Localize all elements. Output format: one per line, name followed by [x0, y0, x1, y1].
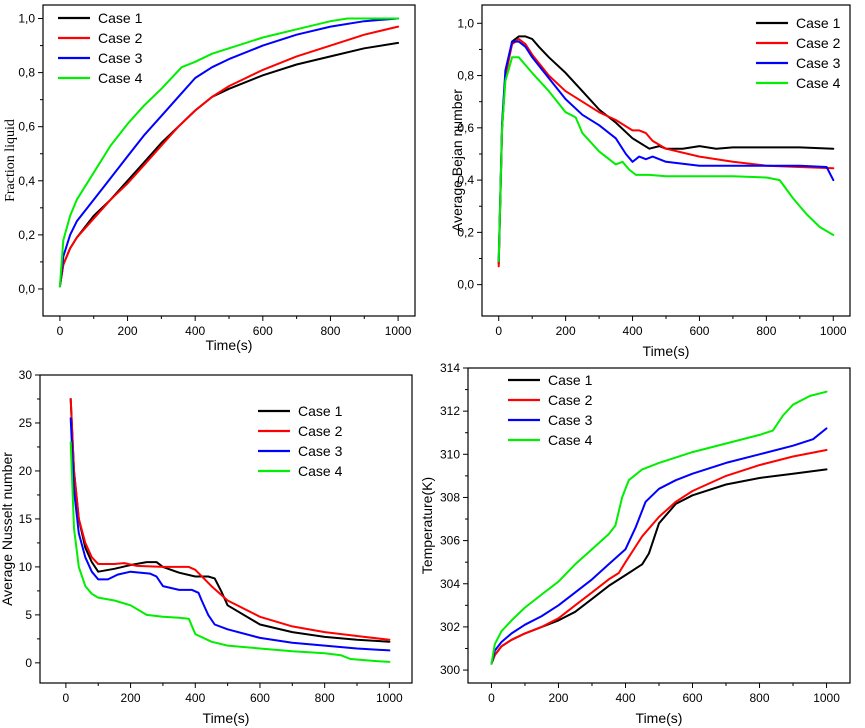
y-axis-label: Fraction liquid	[3, 119, 18, 202]
series-line-case-1	[497, 35, 835, 265]
chart-average-bejan-number: 0 200 400 600 800 1000 0,0 0,2 0,4 0,6 0,8 1,0 Time(…	[449, 4, 851, 359]
legend-label-case-4: Case 4	[98, 70, 143, 86]
y-tick-label: 300	[440, 663, 460, 677]
x-tick-label: 600	[682, 691, 702, 705]
series-line-case-1	[69, 398, 391, 643]
chart-fraction-liquid: 0 200 400 600 800 1000 0,0 0,2 0,4 0,6 0,8 1,0 Time(…	[3, 4, 416, 353]
x-tick-label: 1000	[385, 324, 412, 338]
legend-label-case-3: Case 3	[98, 50, 143, 66]
series-line-case-2	[58, 25, 400, 288]
y-tick-label: 10	[19, 560, 33, 574]
x-tick-label: 200	[121, 691, 141, 705]
legend-label-case-1: Case 1	[796, 15, 841, 31]
legend-label-case-2: Case 2	[98, 30, 143, 46]
x-axis-label: Time(s)	[636, 710, 683, 726]
y-tick-label: 0,2	[18, 228, 35, 242]
y-axis-label: Average Nusselt number	[0, 452, 15, 606]
y-tick-label: 1,0	[457, 16, 474, 30]
series-line-case-3	[58, 17, 400, 288]
plot-frame	[39, 374, 413, 684]
series-line-case-2	[497, 38, 835, 268]
x-tick-label: 600	[253, 324, 273, 338]
y-tick-label: 312	[440, 404, 460, 418]
series-line-case-3	[69, 417, 391, 652]
y-tick-label: 310	[440, 447, 460, 461]
legend-label-case-3: Case 3	[298, 443, 343, 459]
y-tick-label: 304	[440, 577, 460, 591]
y-tick-label: 0,2	[457, 225, 474, 239]
series-line-case-3	[497, 40, 835, 263]
legend-label-case-3: Case 3	[796, 55, 841, 71]
legend-label-case-4: Case 4	[796, 75, 841, 91]
x-tick-label: 0	[495, 324, 502, 338]
series-line-case-4	[490, 390, 828, 665]
y-tick-label: 0,4	[457, 173, 474, 187]
legend-label-case-2: Case 2	[548, 392, 593, 408]
series-line-case-4	[58, 17, 400, 288]
series-line-case-3	[490, 427, 828, 665]
x-axis-label: Time(s)	[203, 710, 250, 726]
x-tick-label: 0	[63, 691, 70, 705]
x-tick-label: 800	[750, 691, 770, 705]
y-tick-label: 314	[440, 361, 460, 375]
y-axis-label: Temperature(K)	[419, 477, 435, 574]
x-tick-label: 0	[488, 691, 495, 705]
y-tick-label: 30	[19, 368, 33, 382]
legend-label-case-1: Case 1	[548, 372, 593, 388]
x-axis-label: Time(s)	[206, 337, 253, 353]
series-line-case-4	[497, 56, 835, 263]
y-tick-label: 0,8	[18, 66, 35, 80]
x-tick-label: 400	[623, 324, 643, 338]
x-tick-label: 800	[756, 324, 776, 338]
y-tick-label: 0,6	[457, 121, 474, 135]
y-tick-label: 20	[19, 464, 33, 478]
series-line-case-1	[490, 468, 828, 665]
legend-label-case-3: Case 3	[548, 412, 593, 428]
y-tick-label: 0,8	[457, 69, 474, 83]
y-tick-label: 306	[440, 534, 460, 548]
plot-frame	[481, 4, 851, 317]
y-tick-label: 0	[25, 656, 32, 670]
x-tick-label: 0	[57, 324, 64, 338]
y-tick-label: 15	[19, 512, 33, 526]
y-tick-label: 0,4	[18, 174, 35, 188]
x-tick-label: 400	[185, 691, 205, 705]
x-tick-label: 600	[250, 691, 270, 705]
legend-label-case-4: Case 4	[548, 432, 593, 448]
x-tick-label: 800	[315, 691, 335, 705]
chart-average-nusselt-number: 0 200 400 600 800 1000 0 5 10 15 20 25 30 Time(s) Aver…	[0, 368, 413, 726]
series-line-case-2	[490, 449, 828, 665]
y-tick-label: 302	[440, 620, 460, 634]
legend-label-case-4: Case 4	[298, 463, 343, 479]
legend-label-case-1: Case 1	[98, 10, 143, 26]
x-tick-label: 800	[320, 324, 340, 338]
y-tick-label: 1,0	[18, 12, 35, 26]
x-tick-label: 600	[689, 324, 709, 338]
y-tick-label: 0,0	[457, 278, 474, 292]
y-tick-label: 0,0	[18, 282, 35, 296]
x-axis-label: Time(s)	[643, 343, 690, 359]
legend-label-case-1: Case 1	[298, 403, 343, 419]
legend-label-case-2: Case 2	[298, 423, 343, 439]
y-axis-label: Average Bejan number	[449, 89, 465, 232]
series-line-case-2	[69, 398, 391, 641]
series-line-case-4	[69, 441, 391, 663]
y-tick-label: 0,6	[18, 120, 35, 134]
x-tick-label: 1000	[813, 691, 840, 705]
y-tick-label: 308	[440, 490, 460, 504]
x-tick-label: 400	[185, 324, 205, 338]
x-tick-label: 400	[615, 691, 635, 705]
y-tick-label: 5	[25, 608, 32, 622]
chart-temperature: 0 200 400 600 800 1000 300 302 304 306 308 310 312 31…	[419, 361, 851, 726]
x-tick-label: 200	[118, 324, 138, 338]
x-tick-label: 1000	[820, 324, 847, 338]
x-tick-label: 200	[556, 324, 576, 338]
x-tick-label: 200	[548, 691, 568, 705]
x-tick-label: 1000	[376, 691, 403, 705]
legend-label-case-2: Case 2	[796, 35, 841, 51]
y-tick-label: 25	[19, 416, 33, 430]
